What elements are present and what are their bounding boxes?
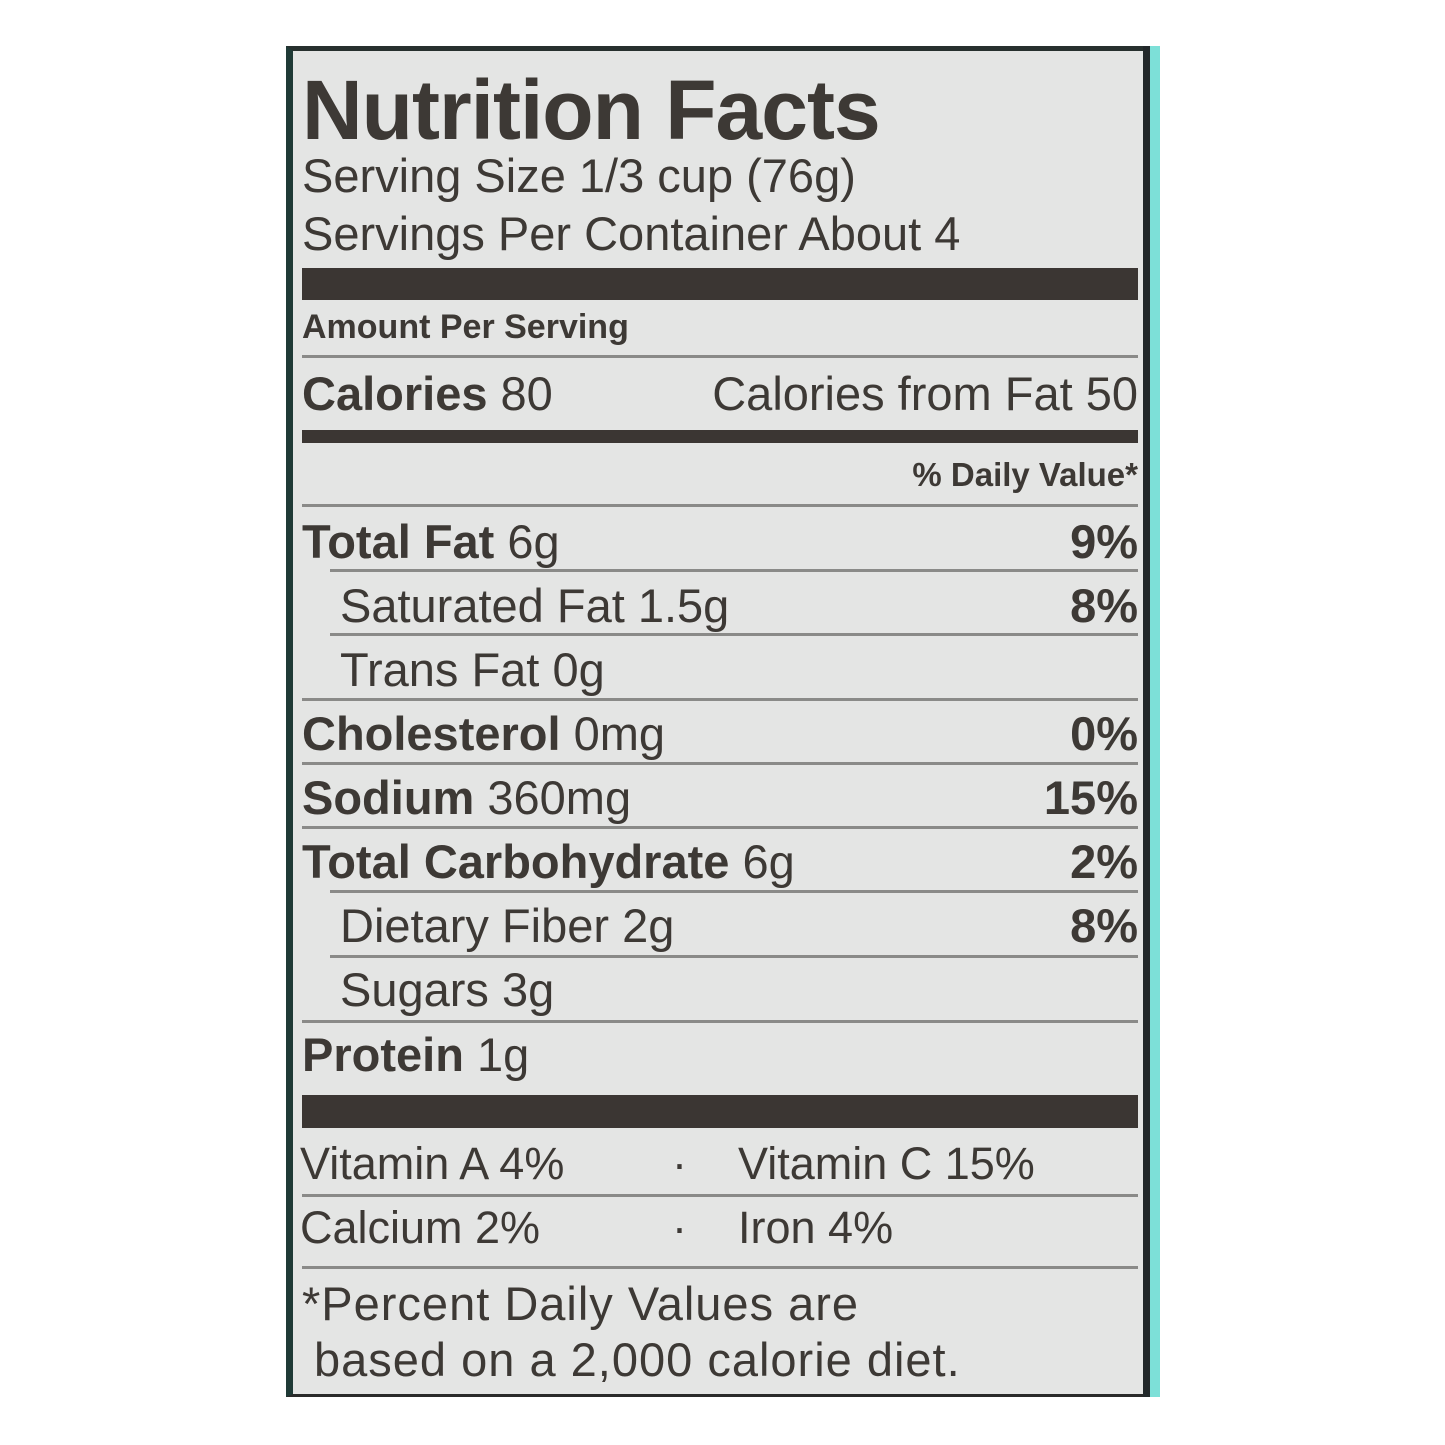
nutrient-amount: 360mg <box>487 771 632 824</box>
nutrient-dv: 15% <box>1043 771 1138 824</box>
calories-label: Calories <box>302 367 488 420</box>
calories-value: 80 <box>500 367 553 420</box>
divider <box>330 633 1138 636</box>
calcium: Calcium 2% <box>300 1202 541 1253</box>
nutrient-row-sugars: Sugars 3g <box>340 962 554 1017</box>
nutrient-row-total-carbohydrate: Total Carbohydrate 6g <box>302 834 795 889</box>
nutrient-row-cholesterol: Cholesterol 0mg <box>302 706 665 761</box>
thick-divider <box>302 1095 1138 1128</box>
divider <box>302 826 1138 829</box>
divider <box>302 698 1138 701</box>
vitamin-c: Vitamin C 15% <box>738 1138 1035 1189</box>
nutrient-label: Sodium <box>302 771 475 824</box>
nutrient-row-protein: Protein 1g <box>302 1027 529 1082</box>
divider <box>302 1020 1138 1023</box>
nutrient-label: Saturated Fat <box>340 579 625 632</box>
divider <box>330 569 1138 572</box>
divider <box>302 504 1138 507</box>
nutrient-amount: 0mg <box>573 707 666 760</box>
calories-from-fat: Calories from Fat 50 <box>712 366 1138 421</box>
label-right-border <box>1143 46 1150 1397</box>
nutrient-row-saturated-fat: Saturated Fat 1.5g <box>340 578 729 633</box>
nutrient-dv: 8% <box>1070 899 1138 952</box>
divider <box>302 1194 1138 1197</box>
amount-per-serving: Amount Per Serving <box>302 308 629 346</box>
separator-dot: · <box>672 1138 687 1189</box>
divider <box>302 1266 1138 1269</box>
nutrient-label: Trans Fat <box>340 643 540 696</box>
divider <box>302 762 1138 765</box>
divider <box>330 955 1138 958</box>
nutrient-label: Total Carbohydrate <box>302 835 730 888</box>
nutrient-dv: 0% <box>1070 707 1138 760</box>
vitamin-a: Vitamin A 4% <box>300 1138 565 1189</box>
nutrient-amount: 1.5g <box>637 579 730 632</box>
nutrient-row-dietary-fiber: Dietary Fiber 2g <box>340 898 674 953</box>
nutrient-row-trans-fat: Trans Fat 0g <box>340 642 605 697</box>
iron: Iron 4% <box>738 1202 894 1253</box>
label-title: Nutrition Facts <box>302 63 881 157</box>
nutrient-dv: 9% <box>1070 515 1138 568</box>
nutrient-amount: 2g <box>622 899 675 952</box>
nutrient-amount: 3g <box>501 963 555 1016</box>
nutrient-amount: 1g <box>476 1028 530 1081</box>
calories-from-fat-label: Calories from Fat <box>712 367 1073 420</box>
nutrient-amount: 6g <box>742 835 795 888</box>
divider <box>330 890 1138 893</box>
nutrient-label: Protein <box>302 1028 464 1081</box>
nutrient-row-sodium: Sodium 360mg <box>302 770 631 825</box>
calories-from-fat-value: 50 <box>1085 367 1138 420</box>
nutrient-label: Total Fat <box>302 515 495 568</box>
serving-size: Serving Size 1/3 cup (76g) <box>302 149 856 202</box>
servings-per-container: Servings Per Container About 4 <box>302 207 961 260</box>
divider <box>302 355 1138 358</box>
footnote-line-1: *Percent Daily Values are <box>302 1277 860 1330</box>
medium-divider <box>302 430 1138 443</box>
nutrient-label: Cholesterol <box>302 707 561 760</box>
nutrient-row-total-fat: Total Fat 6g <box>302 514 560 569</box>
nutrient-dv: 8% <box>1070 579 1138 632</box>
footnote-line-2: based on a 2,000 calorie diet. <box>314 1333 961 1386</box>
separator-dot: · <box>672 1202 687 1253</box>
calories-row: Calories 80 <box>302 366 553 421</box>
daily-value-header: % Daily Value* <box>912 456 1138 493</box>
nutrient-amount: 0g <box>552 643 605 696</box>
package-edge <box>1150 46 1160 1397</box>
nutrient-label: Dietary Fiber <box>340 899 610 952</box>
nutrient-dv: 2% <box>1070 835 1138 888</box>
nutrient-amount: 6g <box>507 515 560 568</box>
nutrient-label: Sugars <box>340 963 489 1016</box>
thick-divider <box>302 268 1138 300</box>
